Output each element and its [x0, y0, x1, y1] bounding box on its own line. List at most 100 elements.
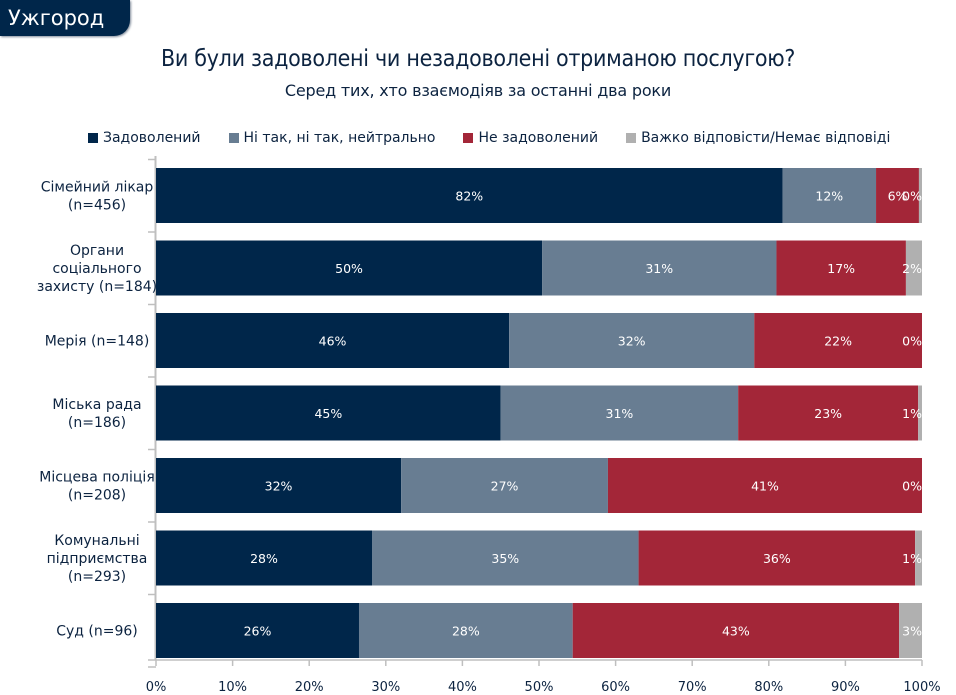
x-tick-label: 40% [448, 680, 477, 695]
data-label: 23% [814, 406, 842, 421]
bar-segment [905, 240, 922, 296]
x-tick-label: 50% [525, 680, 554, 695]
category-label: Місцева поліція (n=208) [39, 470, 155, 504]
bar-segment [358, 603, 573, 658]
legend-item-no-answer: Важко відповісти/Немає відповіді [626, 130, 890, 146]
data-label: 32% [618, 334, 646, 349]
data-label: 46% [319, 334, 347, 349]
data-label: 27% [491, 479, 519, 494]
legend-swatch [626, 133, 637, 143]
bar-segment [156, 530, 373, 586]
x-tick-label: 0% [146, 680, 167, 695]
bar-segment [542, 240, 777, 296]
legend-label: Задоволений [103, 130, 201, 146]
bar-segment [572, 603, 900, 658]
data-label: 36% [763, 551, 791, 566]
data-label: 2% [902, 261, 922, 276]
legend-item-satisfied: Задоволений [88, 130, 201, 146]
bar-segment [509, 313, 755, 368]
bar-segment [754, 313, 922, 368]
data-label: 1% [902, 406, 922, 421]
data-label: 32% [265, 479, 293, 494]
category-label: Комунальні підприємства (n=293) [47, 533, 148, 585]
category-label-line: Місцева поліція [39, 470, 155, 486]
data-label: 50% [335, 261, 363, 276]
bar-segment [899, 603, 922, 658]
category-label-line: Міська рада [52, 397, 141, 413]
bar-segment [876, 168, 919, 223]
category-label-line: Сімейний лікар [41, 180, 154, 196]
chart-title: Ви були задоволені чи незадоволені отрим… [160, 46, 796, 72]
bar-segment [915, 530, 922, 586]
chart-subtitle: Серед тих, хто взаємодіяв за останні два… [284, 81, 672, 100]
legend-swatch [88, 133, 98, 143]
bar-segment [607, 458, 922, 513]
x-tick-label: 60% [601, 680, 630, 695]
data-label: 12% [815, 189, 843, 204]
data-label: 28% [250, 551, 278, 566]
legend-swatch [463, 133, 474, 143]
category-label-line: соціального [52, 261, 141, 277]
category-label-line: (n=293) [68, 569, 126, 585]
bar-segment [156, 603, 359, 658]
data-label: 82% [455, 189, 483, 204]
bar-segment [156, 240, 543, 296]
legend-item-neutral: Ні так, ні так, нейтрально [228, 130, 436, 146]
legend-swatch [228, 133, 239, 143]
x-tick-label: 90% [831, 680, 860, 695]
legend-label: Не задоволений [478, 130, 599, 146]
bar-segment [156, 385, 501, 441]
data-label: 43% [722, 624, 750, 639]
data-label: 28% [452, 624, 480, 639]
category-label-line: захисту (n=184) [37, 279, 157, 295]
legend-item-dissatisfied: Не задоволений [463, 130, 598, 146]
data-label: 35% [491, 551, 519, 566]
legend-label: Важко відповісти/Немає відповіді [641, 130, 891, 146]
x-tick-label: 30% [371, 680, 400, 695]
category-label-line: Органи [70, 243, 124, 259]
category-label-line: (n=208) [68, 488, 126, 504]
data-label: 0% [902, 334, 922, 349]
data-label: 17% [827, 261, 855, 276]
data-label: 26% [244, 624, 272, 639]
category-label-line: (n=456) [68, 198, 126, 214]
bar-segment [638, 530, 916, 586]
x-tick-label: 10% [218, 680, 247, 695]
category-label: Суд (n=96) [56, 624, 138, 640]
bar-segment [776, 240, 906, 296]
data-label: 31% [645, 261, 673, 276]
category-label-line: Комунальні [54, 533, 139, 549]
legend-label: Ні так, ні так, нейтрально [243, 130, 436, 146]
data-label: 31% [606, 406, 634, 421]
bar-segment [372, 530, 639, 586]
x-tick-label: 100% [903, 680, 940, 695]
bar-segment [782, 168, 877, 223]
bar-segment [401, 458, 608, 513]
data-label: 22% [824, 334, 852, 349]
data-label: 0% [902, 479, 922, 494]
category-label: Міська рада (n=186) [52, 397, 141, 431]
data-label: 41% [751, 479, 779, 494]
data-label: 45% [314, 406, 342, 421]
city-tab: Ужгород [0, 0, 130, 36]
category-label-line: підприємства [47, 551, 148, 567]
category-label-line: Мерія (n=148) [45, 334, 150, 350]
category-label: Мерія (n=148) [45, 334, 150, 350]
category-label-line: (n=186) [68, 415, 126, 431]
bar-segment [918, 168, 922, 223]
bar-segment [918, 385, 922, 441]
x-tick-label: 70% [678, 680, 707, 695]
data-label: 3% [902, 624, 922, 639]
data-label: 6% [888, 189, 908, 204]
category-label-line: Суд (n=96) [56, 624, 138, 640]
x-tick-label: 20% [295, 680, 324, 695]
bar-segment [738, 385, 919, 441]
bar-segment [156, 168, 783, 223]
category-label: Сімейний лікар (n=456) [41, 180, 154, 214]
bar-segment [156, 458, 402, 513]
bar-segment [156, 313, 510, 368]
bar-segment [500, 385, 739, 441]
data-label: 0% [902, 189, 922, 204]
x-tick-label: 80% [754, 680, 783, 695]
